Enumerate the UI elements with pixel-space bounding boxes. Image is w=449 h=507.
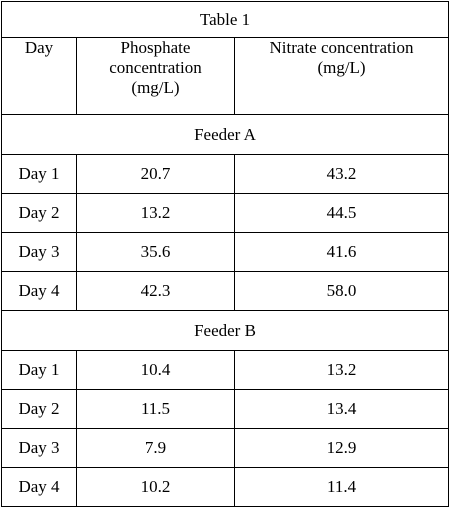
- table-header-row: Day Phosphate concentration (mg/L) Nitra…: [1, 37, 449, 115]
- table-row: Day 3 7.9 12.9: [1, 428, 449, 468]
- cell-day: Day 1: [1, 154, 77, 194]
- cell-nitrate: 43.2: [233, 154, 449, 194]
- cell-day: Day 1: [1, 350, 77, 390]
- table-row: Day 4 42.3 58.0: [1, 271, 449, 311]
- table-row: Day 3 35.6 41.6: [1, 232, 449, 272]
- header-nitrate: Nitrate concentration (mg/L): [233, 37, 449, 115]
- cell-phosphate: 42.3: [76, 271, 235, 311]
- cell-phosphate: 35.6: [76, 232, 235, 272]
- cell-phosphate: 13.2: [76, 193, 235, 233]
- cell-phosphate: 7.9: [76, 428, 235, 468]
- cell-nitrate: 44.5: [233, 193, 449, 233]
- header-nitrate-line-1: Nitrate concentration: [269, 38, 414, 57]
- header-phosphate-line-3: (mg/L): [131, 78, 180, 97]
- cell-day: Day 4: [1, 467, 77, 507]
- table-row: Day 1 20.7 43.2: [1, 154, 449, 194]
- group-label: Feeder A: [0, 114, 449, 155]
- cell-nitrate: 13.2: [233, 350, 449, 390]
- table-row: Day 1 10.4 13.2: [1, 350, 449, 390]
- cell-day: Day 3: [1, 428, 77, 468]
- table-row: Day 2 13.2 44.5: [1, 193, 449, 233]
- table-title-row: Table 1: [0, 1, 449, 38]
- cell-nitrate: 12.9: [233, 428, 449, 468]
- cell-day: Day 2: [1, 389, 77, 429]
- cell-nitrate: 13.4: [233, 389, 449, 429]
- header-phosphate-line-2: concentration: [109, 58, 202, 77]
- header-phosphate: Phosphate concentration (mg/L): [76, 37, 235, 115]
- cell-nitrate: 58.0: [233, 271, 449, 311]
- table-row: Day 4 10.2 11.4: [1, 467, 449, 507]
- table-row: Day 2 11.5 13.4: [1, 389, 449, 429]
- header-nitrate-line-2: (mg/L): [317, 58, 366, 77]
- group-row-feeder-a: Feeder A: [0, 114, 449, 155]
- cell-phosphate: 10.2: [76, 467, 235, 507]
- group-label: Feeder B: [0, 310, 449, 351]
- cell-nitrate: 41.6: [233, 232, 449, 272]
- cell-nitrate: 11.4: [233, 467, 449, 507]
- cell-day: Day 2: [1, 193, 77, 233]
- cell-day: Day 3: [1, 232, 77, 272]
- cell-phosphate: 11.5: [76, 389, 235, 429]
- cell-day: Day 4: [1, 271, 77, 311]
- cell-phosphate: 20.7: [76, 154, 235, 194]
- group-row-feeder-b: Feeder B: [0, 310, 449, 351]
- cell-phosphate: 10.4: [76, 350, 235, 390]
- table-title: Table 1: [0, 1, 449, 38]
- header-phosphate-line-1: Phosphate: [120, 38, 191, 57]
- header-day: Day: [1, 37, 77, 115]
